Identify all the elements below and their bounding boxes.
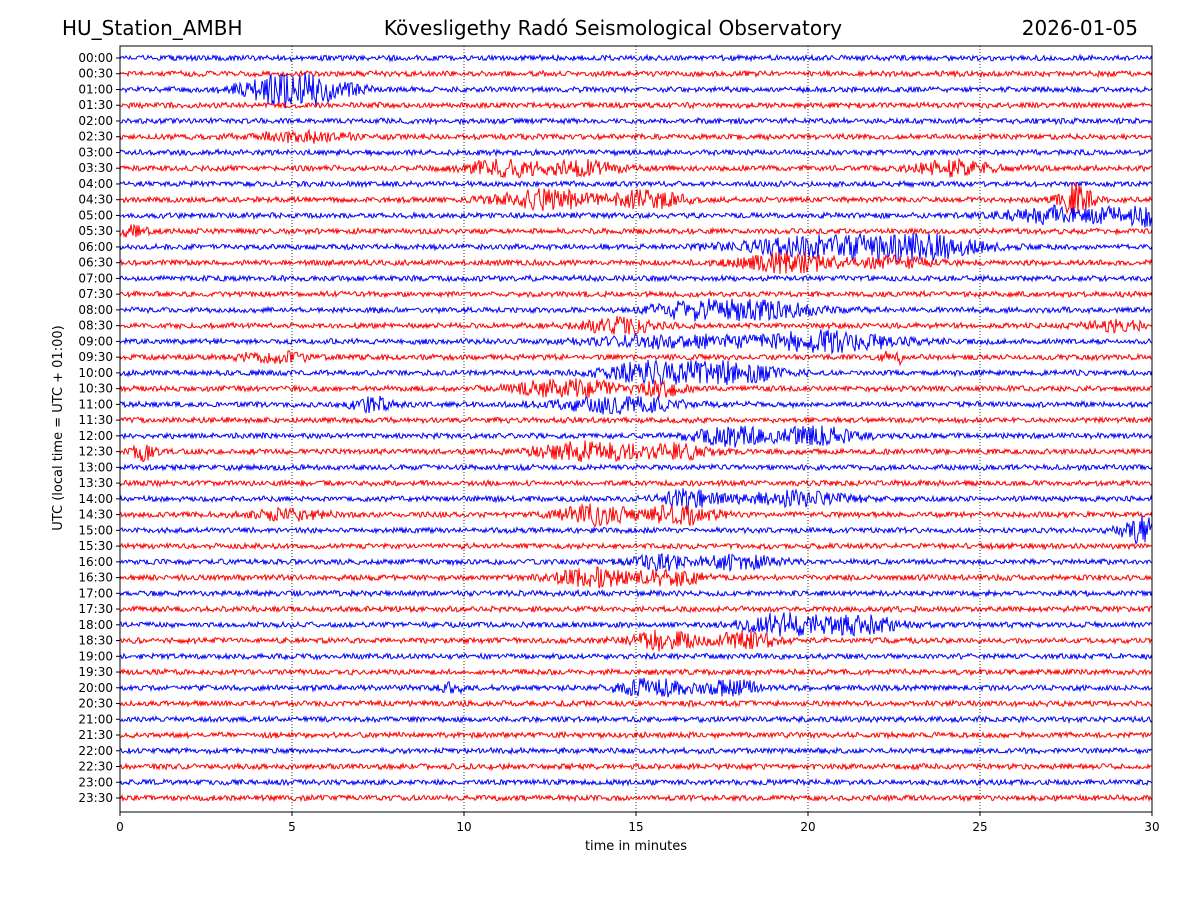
- y-tick-label: 08:30: [78, 319, 113, 333]
- y-tick-label: 19:30: [78, 665, 113, 679]
- y-tick-label: 23:00: [78, 775, 113, 789]
- y-tick-label: 01:00: [78, 82, 113, 96]
- trace-1230: [119, 440, 1153, 463]
- x-tick-label: 5: [288, 820, 296, 834]
- y-tick-label: 00:30: [78, 67, 113, 81]
- y-tick-label: 20:00: [78, 681, 113, 695]
- y-tick-label: 17:00: [78, 586, 113, 600]
- y-tick-label: 14:00: [78, 492, 113, 506]
- y-tick-label: 09:30: [78, 350, 113, 364]
- trace-1100: [119, 395, 1153, 415]
- trace-1930: [119, 667, 1153, 677]
- y-tick-label: 11:00: [78, 397, 113, 411]
- trace-1530: [119, 541, 1153, 551]
- trace-0700: [119, 273, 1153, 283]
- y-tick-label: 15:30: [78, 539, 113, 553]
- y-tick-label: 02:00: [78, 114, 113, 128]
- y-tick-label: 05:00: [78, 208, 113, 222]
- y-tick-label: 04:30: [78, 193, 113, 207]
- y-tick-label: 08:00: [78, 303, 113, 317]
- trace-0230: [119, 128, 1153, 144]
- y-tick-label: 12:00: [78, 429, 113, 443]
- y-tick-label: 01:30: [78, 98, 113, 112]
- station-label: HU_Station_AMBH: [62, 16, 242, 40]
- y-tick-label: 06:00: [78, 240, 113, 254]
- y-tick-label: 22:30: [78, 760, 113, 774]
- x-tick-label: 20: [800, 820, 815, 834]
- y-tick-label: 04:00: [78, 177, 113, 191]
- trace-0830: [119, 315, 1153, 335]
- observatory-title: Kövesligethy Radó Seismological Observat…: [384, 16, 842, 40]
- y-tick-label: 02:30: [78, 130, 113, 144]
- y-tick-label: 19:00: [78, 649, 113, 663]
- trace-1130: [119, 415, 1153, 425]
- y-tick-label: 21:30: [78, 728, 113, 742]
- y-tick-label: 14:30: [78, 508, 113, 522]
- y-tick-label: 15:00: [78, 523, 113, 537]
- x-tick-label: 25: [972, 820, 987, 834]
- y-tick-label: 20:30: [78, 697, 113, 711]
- y-tick-label: 03:30: [78, 161, 113, 175]
- trace-1000: [119, 359, 1153, 388]
- y-tick-label: 18:30: [78, 634, 113, 648]
- trace-0130: [120, 100, 1153, 110]
- y-tick-label: 09:00: [78, 334, 113, 348]
- trace-1730: [119, 604, 1153, 614]
- y-tick-label: 13:30: [78, 476, 113, 490]
- x-tick-label: 10: [456, 820, 471, 834]
- y-tick-label: 11:30: [78, 413, 113, 427]
- y-tick-label: 12:30: [78, 445, 113, 459]
- y-tick-label: 05:30: [78, 224, 113, 238]
- y-axis-label: UTC (local time = UTC + 01:00): [51, 325, 66, 530]
- y-tick-label: 16:30: [78, 571, 113, 585]
- trace-0330: [119, 157, 1152, 179]
- date-label: 2026-01-05: [1022, 16, 1138, 40]
- y-tick-label: 21:00: [78, 712, 113, 726]
- x-axis-label: time in minutes: [585, 839, 687, 854]
- time-grid: [291, 46, 981, 812]
- y-tick-label: 17:30: [78, 602, 113, 616]
- y-tick-label: 07:30: [78, 287, 113, 301]
- y-tick-label: 00:00: [78, 51, 113, 65]
- y-tick-label: 03:00: [78, 145, 113, 159]
- y-tick-label: 06:30: [78, 256, 113, 270]
- trace-1400: [119, 488, 1153, 511]
- trace-0100: [119, 72, 1153, 109]
- x-tick-label: 30: [1144, 820, 1159, 834]
- trace-2130: [120, 730, 1153, 740]
- x-tick-label: 0: [116, 820, 124, 834]
- y-tick-label: 16:00: [78, 555, 113, 569]
- y-tick-label: 07:00: [78, 271, 113, 285]
- y-tick-label: 18:00: [78, 618, 113, 632]
- y-tick-label: 22:00: [78, 744, 113, 758]
- x-tick-label: 15: [628, 820, 643, 834]
- trace-1800: [119, 612, 1153, 637]
- y-tick-label: 10:30: [78, 382, 113, 396]
- x-axis-ticks: 0 5 10 15 20 25 30: [116, 812, 1160, 834]
- y-tick-label: 23:30: [78, 791, 113, 805]
- trace-0800: [119, 298, 1153, 322]
- y-tick-label: 13:00: [78, 460, 113, 474]
- y-tick-label: 10:00: [78, 366, 113, 380]
- trace-0630: [119, 251, 1153, 274]
